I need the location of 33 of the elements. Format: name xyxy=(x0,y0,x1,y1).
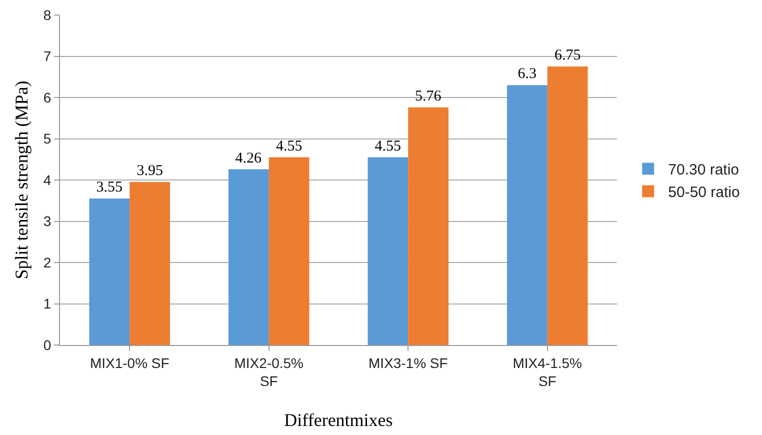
y-axis-title: Split tensile strength (MPa) xyxy=(12,80,32,280)
x-tick-label: MIX4-1.5% SF xyxy=(512,354,582,389)
y-tick-label: 1 xyxy=(43,296,52,312)
bar xyxy=(228,169,269,345)
data-label: 5.76 xyxy=(414,88,442,104)
legend-label: 50-50 ratio xyxy=(668,184,740,202)
data-label: 4.26 xyxy=(235,150,262,166)
y-tick-label: 3 xyxy=(43,213,52,230)
x-axis-title: Differentmixes xyxy=(284,410,393,430)
y-tick-label: 6 xyxy=(43,89,52,106)
data-label: 6.75 xyxy=(554,48,581,64)
x-tick-label: MIX2-0.5% SF xyxy=(234,354,304,389)
bar xyxy=(89,198,130,345)
y-tick-label: 7 xyxy=(43,48,52,64)
bar xyxy=(547,66,588,345)
bar xyxy=(368,157,408,345)
data-label: 3.95 xyxy=(136,163,163,180)
y-tick-label: 4 xyxy=(43,172,52,188)
bar xyxy=(506,85,548,345)
x-tick-label: MIX1-0% SF xyxy=(90,354,170,371)
data-label: 3.55 xyxy=(96,180,123,196)
y-tick-label: 0 xyxy=(43,336,52,353)
data-label: 6.3 xyxy=(518,66,537,82)
y-tick-label: 2 xyxy=(43,254,52,270)
data-label: 4.55 xyxy=(276,138,302,154)
bar xyxy=(408,107,449,345)
data-label: 4.55 xyxy=(374,138,402,154)
bar xyxy=(268,157,310,345)
x-tick-label: MIX3-1% SF xyxy=(368,354,448,371)
bar xyxy=(130,182,170,345)
legend-label: 70.30 ratio xyxy=(668,162,740,179)
y-tick-label: 5 xyxy=(43,130,52,147)
y-tick-label: 8 xyxy=(43,6,52,23)
